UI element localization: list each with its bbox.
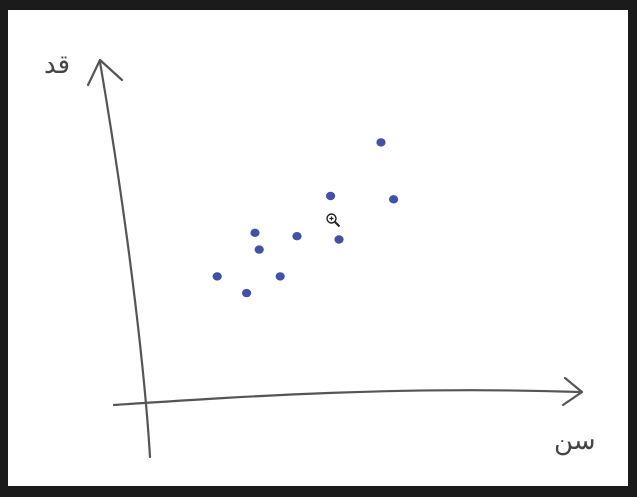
data-point-9: [376, 138, 386, 147]
data-point-3: [250, 228, 260, 237]
y-axis-arrowhead: [86, 58, 124, 87]
data-point-2: [242, 288, 252, 298]
data-point-1: [212, 272, 222, 281]
data-point-5: [275, 272, 285, 281]
zoom-in-cursor-icon: [326, 213, 341, 228]
y-axis: [98, 60, 152, 459]
data-point-10: [389, 195, 399, 204]
x-axis-label: سن: [554, 426, 596, 456]
x-axis-arrowhead: [561, 376, 584, 407]
scatter-points: [212, 138, 399, 298]
x-axis: [112, 389, 582, 407]
data-point-6: [292, 232, 302, 241]
data-point-4: [254, 245, 264, 254]
data-point-7: [326, 191, 336, 201]
data-point-8: [334, 235, 344, 244]
drawing-canvas: [8, 10, 628, 486]
y-axis-label: قد: [44, 50, 71, 80]
